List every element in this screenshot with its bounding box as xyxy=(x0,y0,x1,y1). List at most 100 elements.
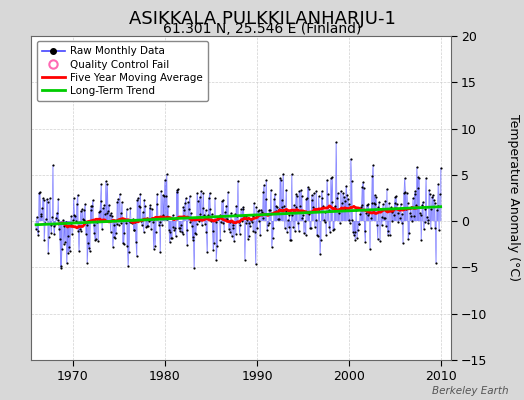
Point xyxy=(130,226,138,233)
Point xyxy=(252,204,260,210)
Point xyxy=(250,200,258,206)
Point xyxy=(199,205,207,212)
Point xyxy=(58,246,67,252)
Point xyxy=(363,202,371,208)
Point xyxy=(412,202,420,208)
Point xyxy=(401,188,410,195)
Point xyxy=(213,242,222,249)
Point xyxy=(78,206,86,212)
Point xyxy=(42,196,51,202)
Point xyxy=(165,227,173,234)
Point xyxy=(298,215,307,221)
Point xyxy=(385,200,394,206)
Point xyxy=(156,219,164,226)
Point xyxy=(351,236,359,243)
Point xyxy=(141,224,150,230)
Point xyxy=(80,217,88,224)
Point xyxy=(420,218,429,225)
Point xyxy=(209,247,217,254)
Point xyxy=(144,222,152,229)
Point xyxy=(366,246,374,252)
Point xyxy=(276,175,285,181)
Point xyxy=(279,170,288,177)
Point xyxy=(415,175,423,181)
Point xyxy=(380,215,388,222)
Point xyxy=(178,229,186,236)
Point xyxy=(37,211,45,217)
Point xyxy=(147,226,156,232)
Point xyxy=(407,204,415,210)
Point xyxy=(357,202,366,208)
Point xyxy=(106,229,115,236)
Point xyxy=(372,194,380,200)
Point xyxy=(240,212,248,219)
Point xyxy=(139,229,148,235)
Point xyxy=(212,256,221,263)
Point xyxy=(270,191,279,197)
Point xyxy=(358,184,367,190)
Point xyxy=(135,203,143,209)
Point xyxy=(126,218,134,225)
Point xyxy=(271,208,280,214)
Point xyxy=(80,207,89,213)
Point xyxy=(402,190,411,196)
Text: Berkeley Earth: Berkeley Earth xyxy=(432,386,508,396)
Point xyxy=(418,202,427,208)
Point xyxy=(341,198,349,204)
Point xyxy=(382,222,390,229)
Point xyxy=(432,260,440,266)
Point xyxy=(400,190,408,196)
Point xyxy=(315,208,323,214)
Point xyxy=(179,231,187,237)
Point xyxy=(85,245,93,252)
Point xyxy=(283,229,291,235)
Point xyxy=(197,188,205,195)
Point xyxy=(404,236,412,242)
Point xyxy=(262,177,270,183)
Point xyxy=(280,203,288,209)
Point xyxy=(157,188,166,194)
Point xyxy=(374,204,383,211)
Point xyxy=(189,234,198,240)
Point xyxy=(202,207,210,214)
Point xyxy=(285,224,293,231)
Point xyxy=(342,182,351,189)
Point xyxy=(102,178,110,185)
Point xyxy=(176,228,184,234)
Point xyxy=(182,227,191,234)
Point xyxy=(237,218,246,224)
Point xyxy=(425,187,433,193)
Point xyxy=(318,188,326,194)
Point xyxy=(193,190,201,197)
Point xyxy=(328,199,336,205)
Point xyxy=(301,217,309,224)
Point xyxy=(42,216,50,222)
Point xyxy=(67,222,75,228)
Point xyxy=(230,237,238,244)
Point xyxy=(201,221,209,227)
Point xyxy=(387,204,395,211)
Point xyxy=(184,206,193,212)
Point xyxy=(309,204,318,210)
Point xyxy=(118,199,126,206)
Point xyxy=(365,210,374,216)
Point xyxy=(394,219,402,226)
Point xyxy=(71,213,80,219)
Point xyxy=(68,231,77,237)
Y-axis label: Temperature Anomaly (°C): Temperature Anomaly (°C) xyxy=(507,114,520,282)
Point xyxy=(184,199,192,205)
Point xyxy=(335,206,344,212)
Point xyxy=(49,162,57,168)
Point xyxy=(326,229,334,236)
Point xyxy=(222,202,231,209)
Point xyxy=(253,224,261,231)
Point xyxy=(336,220,344,226)
Point xyxy=(337,205,346,212)
Point xyxy=(239,203,247,210)
Point xyxy=(128,216,137,222)
Point xyxy=(348,217,356,223)
Point xyxy=(235,219,243,225)
Point xyxy=(110,222,118,228)
Point xyxy=(298,193,306,199)
Point xyxy=(181,200,189,206)
